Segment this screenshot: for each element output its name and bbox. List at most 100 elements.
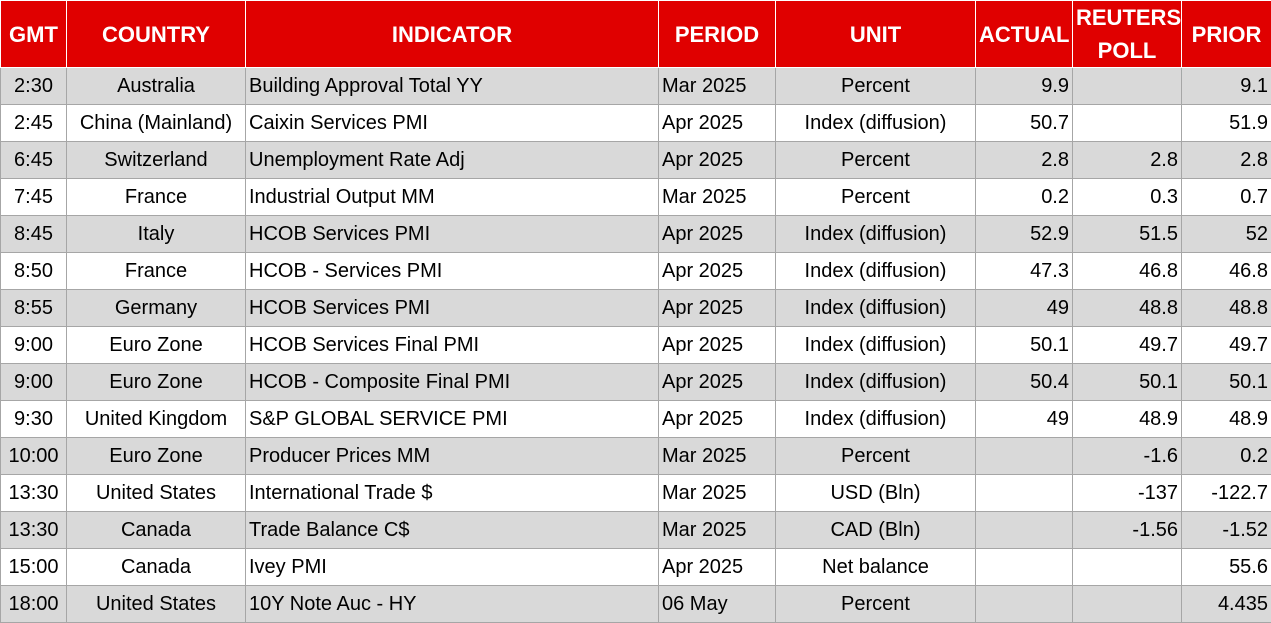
poll-cell: 49.7: [1073, 327, 1182, 364]
column-header: GMT: [1, 1, 67, 68]
gmt-cell: 8:55: [1, 290, 67, 327]
indicator-cell: HCOB Services Final PMI: [246, 327, 659, 364]
poll-cell: [1073, 549, 1182, 586]
country-cell: France: [67, 253, 246, 290]
gmt-cell: 15:00: [1, 549, 67, 586]
gmt-cell: 6:45: [1, 142, 67, 179]
column-header: COUNTRY: [67, 1, 246, 68]
period-cell: Apr 2025: [659, 549, 776, 586]
unit-cell: Percent: [776, 142, 976, 179]
indicator-cell: Ivey PMI: [246, 549, 659, 586]
actual-cell: 50.7: [976, 105, 1073, 142]
gmt-cell: 13:30: [1, 475, 67, 512]
actual-cell: 49: [976, 401, 1073, 438]
country-cell: Euro Zone: [67, 438, 246, 475]
prior-cell: -1.52: [1182, 512, 1271, 549]
period-cell: Apr 2025: [659, 401, 776, 438]
country-cell: Euro Zone: [67, 327, 246, 364]
prior-cell: -122.7: [1182, 475, 1271, 512]
poll-cell: 50.1: [1073, 364, 1182, 401]
prior-cell: 48.8: [1182, 290, 1271, 327]
indicator-cell: Industrial Output MM: [246, 179, 659, 216]
prior-cell: 0.2: [1182, 438, 1271, 475]
unit-cell: Index (diffusion): [776, 290, 976, 327]
prior-cell: 55.6: [1182, 549, 1271, 586]
gmt-cell: 2:45: [1, 105, 67, 142]
unit-cell: Percent: [776, 179, 976, 216]
prior-cell: 48.9: [1182, 401, 1271, 438]
unit-cell: Index (diffusion): [776, 327, 976, 364]
unit-cell: Percent: [776, 68, 976, 105]
actual-cell: [976, 512, 1073, 549]
unit-cell: Index (diffusion): [776, 401, 976, 438]
actual-cell: 2.8: [976, 142, 1073, 179]
poll-cell: -1.6: [1073, 438, 1182, 475]
period-cell: Apr 2025: [659, 290, 776, 327]
period-cell: Apr 2025: [659, 105, 776, 142]
indicator-cell: HCOB - Composite Final PMI: [246, 364, 659, 401]
country-cell: Germany: [67, 290, 246, 327]
gmt-cell: 2:30: [1, 68, 67, 105]
period-cell: Mar 2025: [659, 68, 776, 105]
gmt-cell: 9:00: [1, 327, 67, 364]
period-cell: Apr 2025: [659, 216, 776, 253]
unit-cell: Index (diffusion): [776, 105, 976, 142]
country-cell: Australia: [67, 68, 246, 105]
poll-cell: 51.5: [1073, 216, 1182, 253]
country-cell: China (Mainland): [67, 105, 246, 142]
indicator-cell: HCOB Services PMI: [246, 216, 659, 253]
actual-cell: [976, 438, 1073, 475]
gmt-cell: 7:45: [1, 179, 67, 216]
country-cell: France: [67, 179, 246, 216]
actual-cell: 52.9: [976, 216, 1073, 253]
indicator-cell: S&P GLOBAL SERVICE PMI: [246, 401, 659, 438]
prior-cell: 49.7: [1182, 327, 1271, 364]
unit-cell: Index (diffusion): [776, 216, 976, 253]
actual-cell: 49: [976, 290, 1073, 327]
unit-cell: CAD (Bln): [776, 512, 976, 549]
unit-cell: Index (diffusion): [776, 253, 976, 290]
poll-cell: -137: [1073, 475, 1182, 512]
column-header: REUTERS POLL: [1073, 1, 1182, 68]
poll-cell: 46.8: [1073, 253, 1182, 290]
poll-cell: 48.9: [1073, 401, 1182, 438]
indicator-cell: Producer Prices MM: [246, 438, 659, 475]
actual-cell: [976, 549, 1073, 586]
country-cell: Italy: [67, 216, 246, 253]
gmt-cell: 8:45: [1, 216, 67, 253]
gmt-cell: 13:30: [1, 512, 67, 549]
column-header: INDICATOR: [246, 1, 659, 68]
unit-cell: Percent: [776, 438, 976, 475]
column-header: ACTUAL: [976, 1, 1073, 68]
actual-cell: 50.4: [976, 364, 1073, 401]
indicator-cell: HCOB Services PMI: [246, 290, 659, 327]
period-cell: Apr 2025: [659, 364, 776, 401]
unit-cell: Index (diffusion): [776, 364, 976, 401]
period-cell: Apr 2025: [659, 253, 776, 290]
actual-cell: [976, 475, 1073, 512]
unit-cell: Net balance: [776, 549, 976, 586]
indicator-cell: Caixin Services PMI: [246, 105, 659, 142]
prior-cell: 9.1: [1182, 68, 1271, 105]
actual-cell: 9.9: [976, 68, 1073, 105]
period-cell: Apr 2025: [659, 142, 776, 179]
poll-cell: [1073, 68, 1182, 105]
country-cell: Switzerland: [67, 142, 246, 179]
prior-cell: 51.9: [1182, 105, 1271, 142]
